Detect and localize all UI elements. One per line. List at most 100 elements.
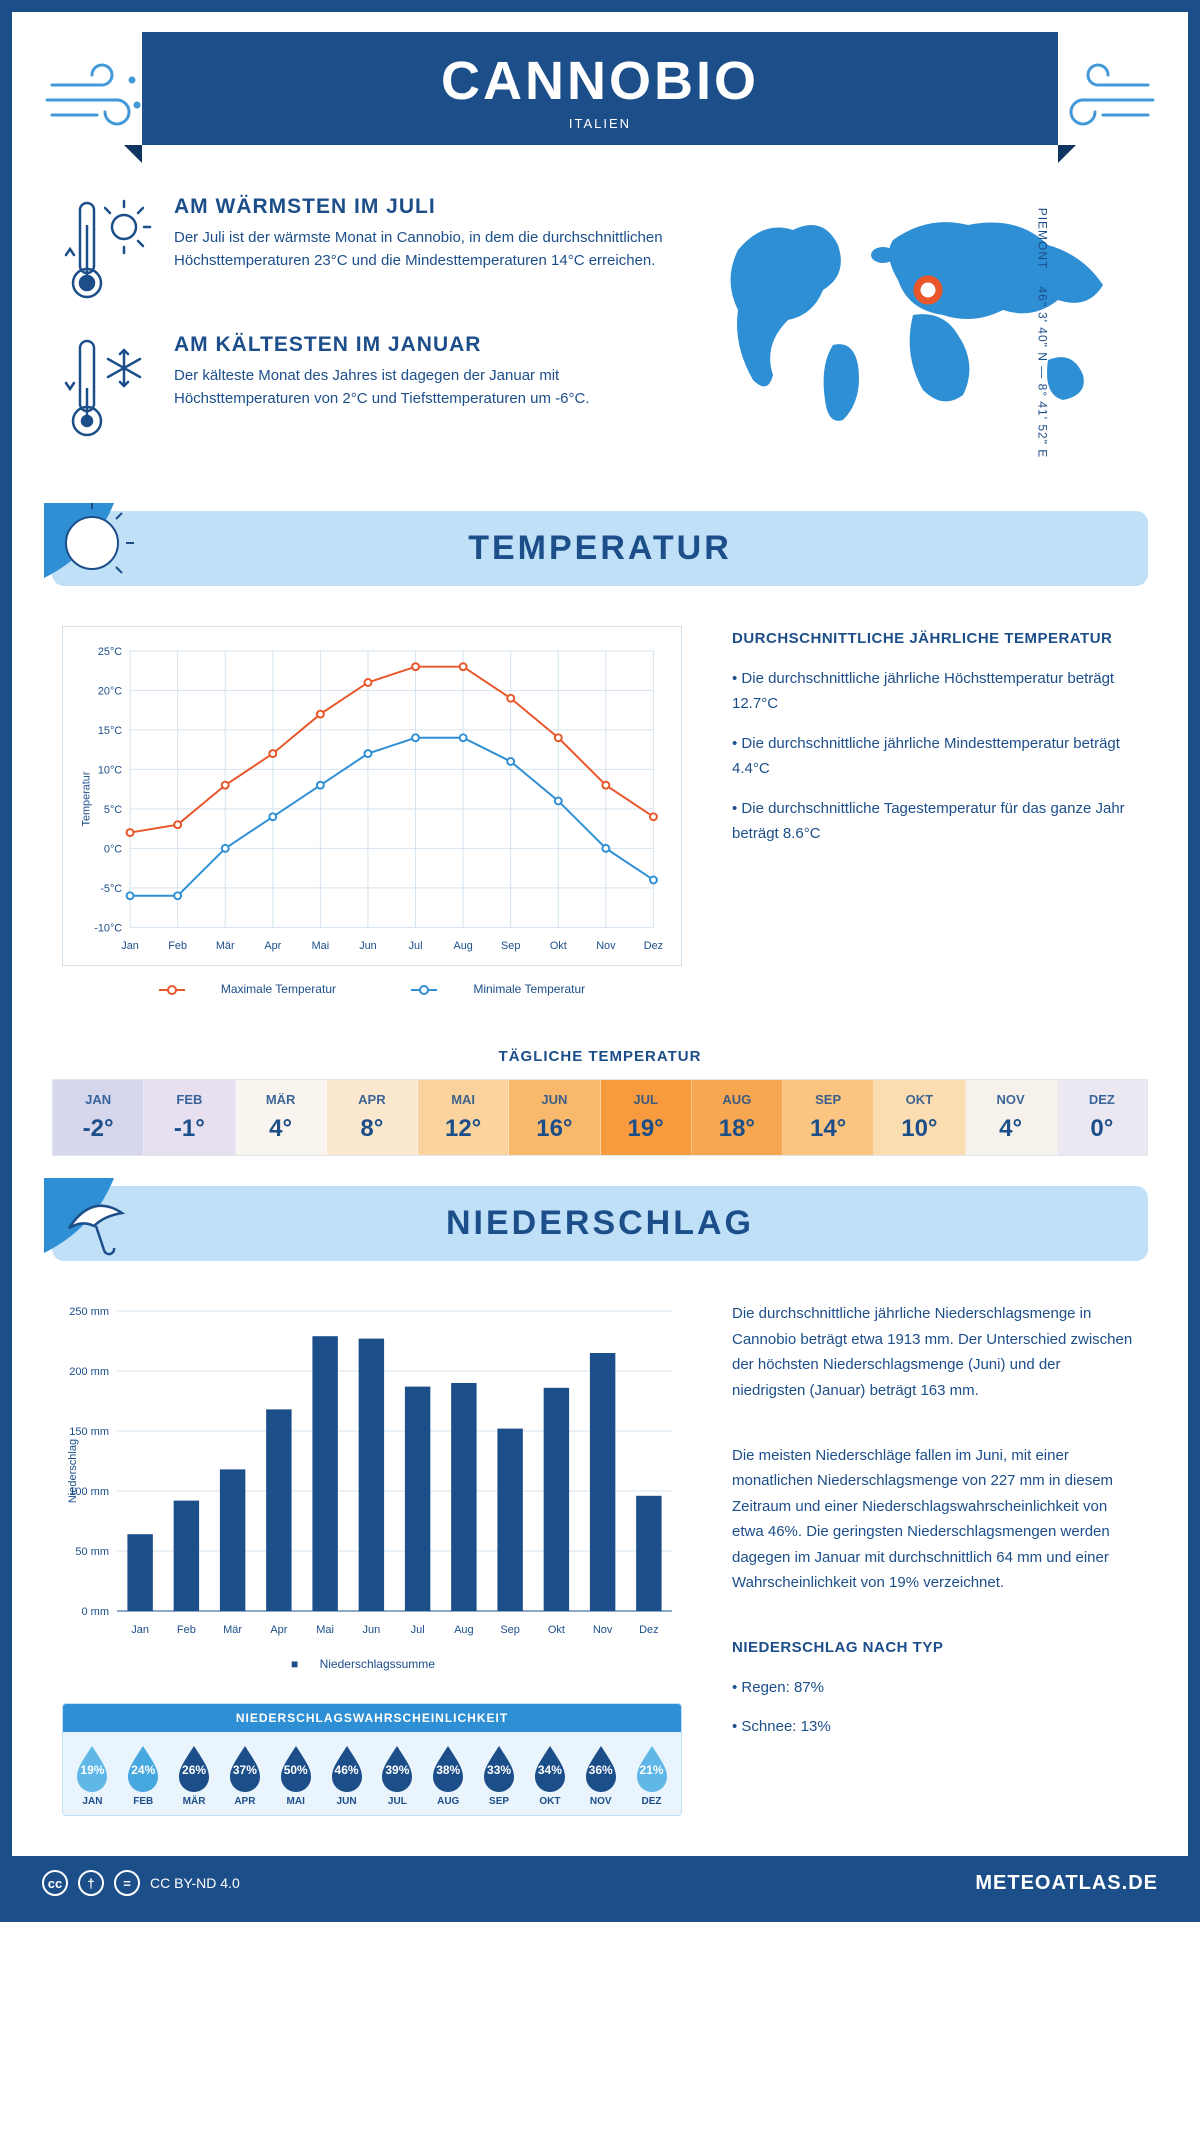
svg-text:0 mm: 0 mm [82, 1606, 110, 1618]
title-banner: CANNOBIO ITALIEN [142, 32, 1058, 145]
svg-text:Okt: Okt [550, 940, 567, 952]
daily-cell: MÄR4° [236, 1080, 327, 1155]
precip-para: Die durchschnittliche jährliche Niedersc… [732, 1301, 1138, 1403]
country-name: ITALIEN [142, 116, 1058, 131]
daily-temp-grid: JAN-2°FEB-1°MÄR4°APR8°MAI12°JUN16°JUL19°… [52, 1079, 1148, 1156]
license-text: CC BY-ND 4.0 [150, 1875, 240, 1891]
temp-text-column: DURCHSCHNITTLICHE JÄHRLICHE TEMPERATUR •… [732, 626, 1138, 1012]
svg-text:50 mm: 50 mm [75, 1546, 109, 1558]
prob-cell: 38%AUG [423, 1744, 474, 1807]
cc-icon: cc [42, 1870, 68, 1896]
thermometer-snow-icon [62, 333, 152, 443]
prob-cell: 50%MAI [270, 1744, 321, 1807]
prob-cell: 39%JUL [372, 1744, 423, 1807]
section-title: TEMPERATUR [52, 529, 1148, 568]
svg-text:-5°C: -5°C [100, 883, 122, 895]
prob-cell: 19%JAN [67, 1744, 118, 1807]
svg-text:5°C: 5°C [104, 804, 122, 816]
svg-text:Jan: Jan [121, 940, 139, 952]
intro-section: AM WÄRMSTEN IM JULI Der Juli ist der wär… [12, 175, 1188, 501]
precip-bullet: • Regen: 87% [732, 1675, 1138, 1701]
svg-text:Jun: Jun [359, 940, 377, 952]
facts-column: AM WÄRMSTEN IM JULI Der Juli ist der wär… [62, 195, 678, 471]
wind-icon [1048, 60, 1158, 140]
daily-cell: JUN16° [509, 1080, 600, 1155]
section-title: NIEDERSCHLAG [52, 1204, 1148, 1243]
daily-cell: FEB-1° [144, 1080, 235, 1155]
fact-title: AM WÄRMSTEN IM JULI [174, 195, 678, 219]
city-name: CANNOBIO [142, 50, 1058, 112]
svg-text:Okt: Okt [548, 1624, 565, 1636]
svg-text:200 mm: 200 mm [69, 1366, 109, 1378]
nd-icon: = [114, 1870, 140, 1896]
coordinates: PIEMONT 46° 3' 40" N — 8° 41' 52" E [1036, 208, 1050, 459]
svg-text:Temperatur: Temperatur [81, 771, 93, 826]
temp-legend: Maximale Temperatur Minimale Temperatur [62, 966, 682, 1012]
precip-section: 0 mm50 mm100 mm150 mm200 mm250 mmJanFebM… [12, 1271, 1188, 1836]
wind-icon [42, 60, 152, 140]
precip-para: Die meisten Niederschläge fallen im Juni… [732, 1443, 1138, 1596]
section-header-temperature: TEMPERATUR [52, 511, 1148, 586]
svg-text:Mär: Mär [223, 1624, 242, 1636]
temp-text-heading: DURCHSCHNITTLICHE JÄHRLICHE TEMPERATUR [732, 626, 1138, 652]
fact-body: Der kälteste Monat des Jahres ist dagege… [174, 365, 678, 410]
footer: cc † = CC BY-ND 4.0 METEOATLAS.DE [12, 1856, 1188, 1910]
svg-text:Mai: Mai [316, 1624, 334, 1636]
license: cc † = CC BY-ND 4.0 [42, 1870, 240, 1896]
daily-cell: JUL19° [601, 1080, 692, 1155]
svg-text:Aug: Aug [454, 1624, 474, 1636]
prob-cell: 33%SEP [474, 1744, 525, 1807]
daily-cell: JAN-2° [53, 1080, 144, 1155]
svg-text:Jun: Jun [363, 1624, 381, 1636]
daily-cell: AUG18° [692, 1080, 783, 1155]
fact-coldest: AM KÄLTESTEN IM JANUAR Der kälteste Mona… [62, 333, 678, 443]
prob-cell: 37%APR [219, 1744, 270, 1807]
svg-text:150 mm: 150 mm [69, 1426, 109, 1438]
precip-bullet: • Schnee: 13% [732, 1714, 1138, 1740]
svg-text:Sep: Sep [501, 940, 520, 952]
fact-title: AM KÄLTESTEN IM JANUAR [174, 333, 678, 357]
precip-type-heading: NIEDERSCHLAG NACH TYP [732, 1635, 1138, 1661]
page: CANNOBIO ITALIEN AM WÄRMSTEN IM JULI Der… [0, 0, 1200, 1922]
svg-text:Jan: Jan [131, 1624, 149, 1636]
umbrella-icon [44, 1178, 164, 1268]
svg-text:15°C: 15°C [98, 725, 122, 737]
svg-text:Aug: Aug [453, 940, 472, 952]
temp-line-chart: -10°C-5°C0°C5°C10°C15°C20°C25°CJanFebMär… [62, 626, 682, 966]
precip-bar-chart: 0 mm50 mm100 mm150 mm200 mm250 mmJanFebM… [62, 1301, 682, 1641]
svg-text:Niederschlag: Niederschlag [67, 1439, 79, 1503]
svg-text:20°C: 20°C [98, 685, 122, 697]
daily-temp-title: TÄGLICHE TEMPERATUR [12, 1048, 1188, 1065]
temp-bullet: • Die durchschnittliche Tagestemperatur … [732, 796, 1138, 847]
daily-cell: MAI12° [418, 1080, 509, 1155]
temp-bullet: • Die durchschnittliche jährliche Höchst… [732, 666, 1138, 717]
prob-row: 19%JAN24%FEB26%MÄR37%APR50%MAI46%JUN39%J… [63, 1732, 681, 1815]
svg-text:25°C: 25°C [98, 646, 122, 658]
daily-cell: OKT10° [874, 1080, 965, 1155]
header-wrap: CANNOBIO ITALIEN [12, 32, 1188, 145]
svg-text:Mai: Mai [312, 940, 330, 952]
svg-text:Jul: Jul [409, 940, 423, 952]
brand: METEOATLAS.DE [975, 1872, 1158, 1895]
section-header-precip: NIEDERSCHLAG [52, 1186, 1148, 1261]
svg-text:0°C: 0°C [104, 843, 122, 855]
svg-text:Jul: Jul [411, 1624, 425, 1636]
daily-cell: DEZ0° [1057, 1080, 1147, 1155]
svg-text:-10°C: -10°C [94, 922, 122, 934]
prob-cell: 34%OKT [524, 1744, 575, 1807]
svg-text:250 mm: 250 mm [69, 1306, 109, 1318]
svg-text:Dez: Dez [639, 1624, 659, 1636]
temperature-section: -10°C-5°C0°C5°C10°C15°C20°C25°CJanFebMär… [12, 596, 1188, 1022]
prob-title: NIEDERSCHLAGSWAHRSCHEINLICHKEIT [63, 1704, 681, 1732]
prob-cell: 26%MÄR [169, 1744, 220, 1807]
svg-text:10°C: 10°C [98, 764, 122, 776]
svg-text:Mär: Mär [216, 940, 235, 952]
precip-probability-box: NIEDERSCHLAGSWAHRSCHEINLICHKEIT 19%JAN24… [62, 1703, 682, 1816]
daily-cell: SEP14° [783, 1080, 874, 1155]
temp-chart-column: -10°C-5°C0°C5°C10°C15°C20°C25°CJanFebMär… [62, 626, 682, 1012]
daily-cell: APR8° [327, 1080, 418, 1155]
prob-cell: 21%DEZ [626, 1744, 677, 1807]
by-icon: † [78, 1870, 104, 1896]
svg-text:Nov: Nov [593, 1624, 613, 1636]
svg-text:Apr: Apr [264, 940, 281, 952]
